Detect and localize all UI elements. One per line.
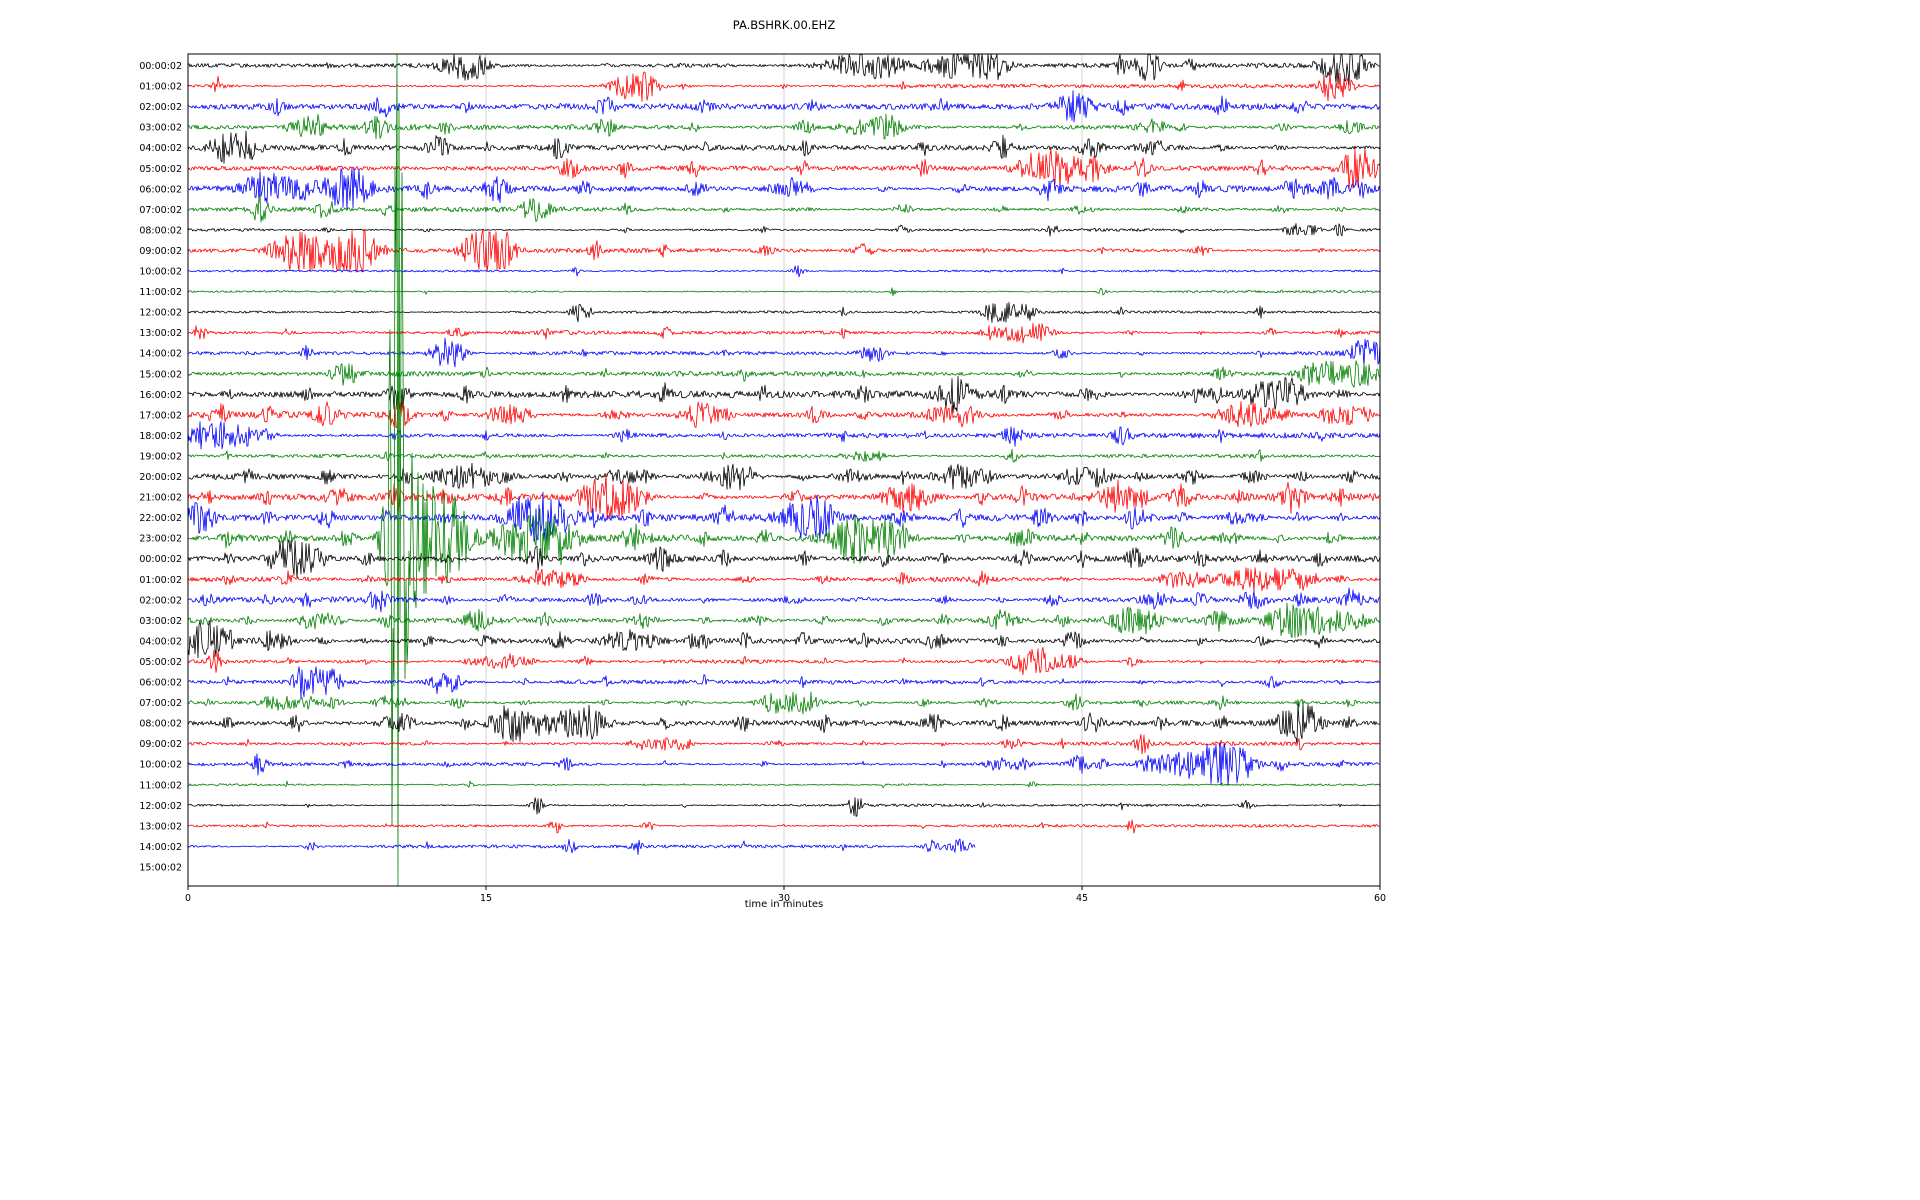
trace-row [188,54,1380,886]
trace-row [188,539,1380,579]
row-label: 03:00:02 [139,123,182,134]
row-label: 07:00:02 [139,205,182,216]
row-label: 05:00:02 [139,657,182,668]
trace-row [188,691,1380,715]
row-label: 11:00:02 [139,780,182,791]
row-label: 10:00:02 [139,267,182,278]
row-label: 09:00:02 [139,739,182,750]
row-label: 04:00:02 [139,636,182,647]
row-label: 15:00:02 [139,369,182,380]
row-label: 09:00:02 [139,246,182,257]
row-label: 15:00:02 [139,862,182,873]
trace-row [188,54,1380,86]
trace-row [188,130,1380,164]
trace-row [188,265,1380,278]
row-label: 02:00:02 [139,102,182,113]
row-label: 01:00:02 [139,575,182,586]
trace-row [188,462,1380,491]
row-label: 21:00:02 [139,493,182,504]
trace-row [188,703,1380,744]
row-label: 12:00:02 [139,308,182,319]
chart-title: PA.BSHRK.00.EHZ [732,18,836,32]
trace-row [188,567,1380,593]
trace-row [188,228,1380,273]
trace-row [188,399,1380,429]
row-label: 04:00:02 [139,143,182,154]
trace-row [188,337,1380,368]
trace-row [188,733,1380,755]
trace-row [188,602,1380,639]
row-label: 08:00:02 [139,719,182,730]
row-label: 23:00:02 [139,534,182,545]
trace-row [188,819,1380,834]
x-tick-label: 30 [778,893,790,904]
row-label: 00:00:02 [139,554,182,565]
trace-row [188,491,1380,544]
x-tick-label: 0 [185,893,191,904]
trace-row [188,301,1380,323]
trace-row [188,90,1380,123]
trace-row [188,448,1380,463]
row-label: 03:00:02 [139,616,182,627]
trace-row [188,113,1380,140]
trace-row [188,421,1380,450]
x-axis-label: time in minutes [744,899,824,910]
row-label: 13:00:02 [139,328,182,339]
row-label: 01:00:02 [139,82,182,93]
row-label: 12:00:02 [139,801,182,812]
trace-row [188,147,1380,190]
row-label: 00:00:02 [139,61,182,72]
x-tick-label: 45 [1076,893,1088,904]
x-tick-label: 15 [480,893,492,904]
row-label: 16:00:02 [139,390,182,401]
row-label: 14:00:02 [139,349,182,360]
row-label: 17:00:02 [139,410,182,421]
row-label: 10:00:02 [139,760,182,771]
trace-row [188,71,1380,102]
trace-row [188,647,1380,675]
row-label: 18:00:02 [139,431,182,442]
trace-row [188,587,1380,613]
trace-row [188,666,1380,700]
trace-row [188,838,976,855]
trace-row [188,780,1380,789]
row-label: 05:00:02 [139,164,182,175]
trace-row [188,287,1380,297]
trace-row [188,375,1380,414]
trace-row [188,473,1380,520]
row-label: 19:00:02 [139,451,182,462]
row-label: 02:00:02 [139,595,182,606]
row-label: 20:00:02 [139,472,182,483]
trace-row [188,167,1380,211]
trace-row [188,223,1380,237]
row-label: 07:00:02 [139,698,182,709]
trace-row [188,742,1380,785]
row-label: 14:00:02 [139,842,182,853]
row-label: 22:00:02 [139,513,182,524]
row-label: 06:00:02 [139,678,182,689]
row-label: 06:00:02 [139,184,182,195]
row-label: 13:00:02 [139,821,182,832]
row-label: 08:00:02 [139,225,182,236]
traces-group [188,54,1380,886]
trace-row [188,360,1380,388]
x-tick-label: 60 [1374,893,1386,904]
trace-row [188,194,1380,223]
trace-row [188,322,1380,344]
trace-row [188,797,1380,817]
trace-row [188,620,1380,659]
row-label: 11:00:02 [139,287,182,298]
